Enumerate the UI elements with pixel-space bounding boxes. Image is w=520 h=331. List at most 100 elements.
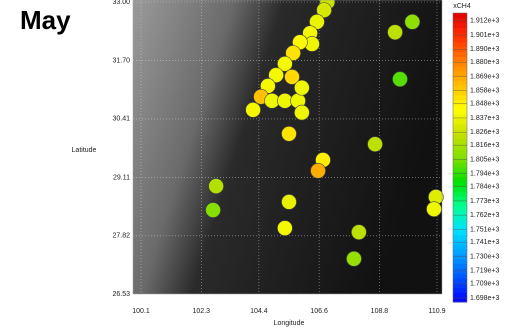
y-tick-label: 30.41 bbox=[112, 116, 130, 123]
point bbox=[294, 105, 309, 120]
y-tick-label: 29.11 bbox=[113, 174, 130, 181]
colorbar-tick-label: 1.816e+3 bbox=[470, 142, 499, 149]
colorbar-segment bbox=[453, 186, 467, 191]
colorbar-segment bbox=[453, 177, 467, 182]
colorbar-tick-label: 1.826e+3 bbox=[470, 129, 499, 136]
colorbar-segment bbox=[453, 249, 467, 254]
point bbox=[282, 126, 297, 141]
colorbar-segment bbox=[453, 148, 467, 153]
colorbar-segment bbox=[453, 100, 467, 105]
y-tick-label: 33.00 bbox=[112, 0, 130, 6]
colorbar-segment bbox=[453, 162, 467, 167]
colorbar-segment bbox=[453, 42, 467, 47]
colorbar-title: xCH4 bbox=[453, 3, 471, 10]
x-tick-label: 106.6 bbox=[310, 308, 328, 315]
colorbar-segment bbox=[453, 220, 467, 225]
x-tick-label: 108.8 bbox=[371, 308, 389, 315]
colorbar-segment bbox=[453, 13, 467, 18]
point bbox=[282, 194, 297, 209]
x-tick-label: 104.4 bbox=[250, 308, 268, 315]
colorbar-segment bbox=[453, 109, 467, 114]
colorbar-segment bbox=[453, 18, 467, 23]
colorbar-segment bbox=[453, 143, 467, 148]
colorbar-tick-label: 1.784e+3 bbox=[470, 184, 499, 191]
colorbar-segment bbox=[453, 61, 467, 66]
colorbar-segment bbox=[453, 95, 467, 100]
colorbar-tick-label: 1.709e+3 bbox=[470, 281, 499, 288]
colorbar-segment bbox=[453, 191, 467, 196]
colorbar-tick-label: 1.794e+3 bbox=[470, 171, 499, 178]
colorbar-segment bbox=[453, 85, 467, 90]
colorbar-tick-label: 1.901e+3 bbox=[470, 32, 499, 39]
colorbar-segment bbox=[453, 235, 467, 240]
colorbar-tick-label: 1.880e+3 bbox=[470, 59, 499, 66]
colorbar-segment bbox=[453, 129, 467, 134]
colorbar-segment bbox=[453, 201, 467, 206]
colorbar-segment bbox=[453, 105, 467, 110]
colorbar-segment bbox=[453, 23, 467, 28]
y-tick-label: 31.70 bbox=[112, 58, 130, 65]
chart: May Latitude Longitude xCH4 26.53 27.82 29… bbox=[0, 0, 520, 331]
colorbar-tick-label: 1.890e+3 bbox=[470, 46, 499, 53]
point bbox=[294, 80, 309, 95]
point bbox=[277, 93, 292, 108]
x-tick-label: 102.3 bbox=[193, 308, 211, 315]
colorbar-segment bbox=[453, 114, 467, 119]
colorbar-tick-label: 1.837e+3 bbox=[470, 115, 499, 122]
y-tick-label: 26.53 bbox=[112, 291, 130, 298]
y-axis-label: Latitude bbox=[72, 147, 97, 154]
colorbar-tick-label: 1.730e+3 bbox=[470, 253, 499, 260]
point bbox=[246, 102, 261, 117]
colorbar-segment bbox=[453, 283, 467, 288]
colorbar-tick-label: 1.805e+3 bbox=[470, 156, 499, 163]
colorbar-segment bbox=[453, 182, 467, 187]
colorbar-segment bbox=[453, 215, 467, 220]
colorbar-segment bbox=[453, 230, 467, 235]
point bbox=[206, 203, 221, 218]
colorbar-tick-label: 1.762e+3 bbox=[470, 212, 499, 219]
colorbar-segment bbox=[453, 244, 467, 249]
colorbar-segment bbox=[453, 263, 467, 268]
colorbar-tick-label: 1.719e+3 bbox=[470, 268, 499, 275]
colorbar-tick-label: 1.869e+3 bbox=[470, 73, 499, 80]
colorbar-segment bbox=[453, 37, 467, 42]
point bbox=[393, 72, 408, 87]
colorbar-segment bbox=[453, 288, 467, 293]
point bbox=[405, 14, 420, 29]
colorbar-segment bbox=[453, 71, 467, 76]
colorbar-segment bbox=[453, 259, 467, 264]
x-tick-label: 100.1 bbox=[132, 308, 150, 315]
colorbar-segment bbox=[453, 153, 467, 158]
point bbox=[426, 202, 441, 217]
colorbar-segment bbox=[453, 292, 467, 297]
colorbar-segment bbox=[453, 273, 467, 278]
colorbar-tick-label: 1.741e+3 bbox=[470, 239, 499, 246]
colorbar-segment bbox=[453, 80, 467, 85]
x-tick-label: 110.9 bbox=[429, 308, 446, 315]
colorbar-segment bbox=[453, 124, 467, 129]
point bbox=[277, 221, 292, 236]
point bbox=[346, 251, 361, 266]
colorbar-segment bbox=[453, 278, 467, 283]
colorbar-segment bbox=[453, 133, 467, 138]
point bbox=[209, 179, 224, 194]
colorbar-tick-label: 1.698e+3 bbox=[470, 295, 499, 302]
annotation: May bbox=[20, 5, 71, 35]
colorbar-segment bbox=[453, 158, 467, 163]
colorbar-tick-label: 1.848e+3 bbox=[470, 101, 499, 108]
colorbar-segment bbox=[453, 52, 467, 57]
point bbox=[351, 225, 366, 240]
colorbar-tick-label: 1.773e+3 bbox=[470, 198, 499, 205]
y-tick-label: 27.82 bbox=[112, 233, 130, 240]
terrain-map bbox=[133, 0, 442, 294]
colorbar-segment bbox=[453, 27, 467, 32]
x-axis-label: Longitude bbox=[274, 320, 305, 327]
colorbar-tick-label: 1.858e+3 bbox=[470, 88, 499, 95]
colorbar-segment bbox=[453, 239, 467, 244]
colorbar-segment bbox=[453, 138, 467, 143]
colorbar-tick-label: 1.912e+3 bbox=[470, 18, 499, 25]
colorbar-segment bbox=[453, 196, 467, 201]
colorbar-segment bbox=[453, 66, 467, 71]
point bbox=[311, 163, 326, 178]
point bbox=[368, 137, 383, 152]
